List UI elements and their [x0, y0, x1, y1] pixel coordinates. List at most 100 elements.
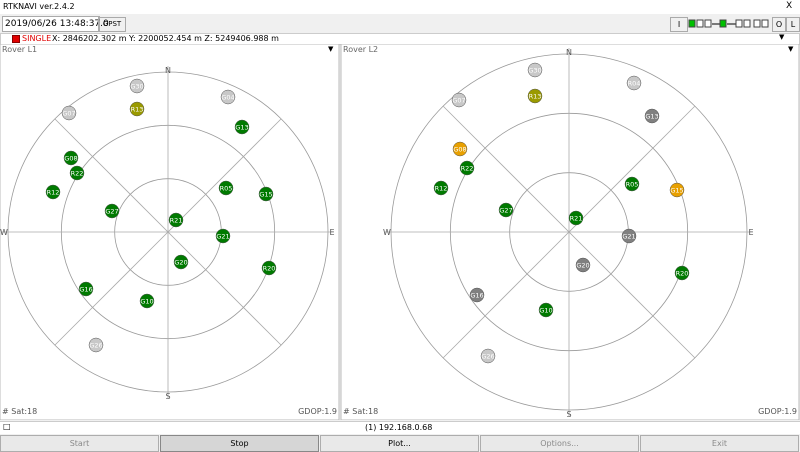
compass-label: S	[165, 392, 170, 401]
satellite-id: G15	[670, 187, 683, 195]
satellite-id: G13	[645, 113, 658, 121]
satellite	[168, 212, 184, 228]
azimuth-line	[442, 105, 696, 359]
time-display: 2019/06/26 13:48:37.0	[2, 16, 109, 32]
satellite	[451, 92, 467, 108]
solution-position: X: 2846202.302 m Y: 2200052.454 m Z: 524…	[52, 34, 279, 43]
satellite	[624, 176, 640, 192]
satellite	[234, 119, 250, 135]
satellite	[88, 337, 104, 353]
dropdown[interactable]: ▼	[788, 45, 794, 53]
satellite-id: R04	[628, 80, 641, 88]
satellite	[626, 75, 642, 91]
satellite-id: G20	[174, 259, 187, 267]
compass-label: S	[566, 410, 571, 419]
satellite	[644, 108, 660, 124]
time-system-button[interactable]: GPST	[98, 17, 126, 32]
satellite	[674, 265, 690, 281]
compass-label: W	[0, 228, 8, 237]
satellite	[215, 228, 231, 244]
satellite-id: R05	[626, 181, 639, 189]
satellite-id: R20	[263, 265, 276, 273]
skyplots: Rover L1 ▼ N E S W # Sat:18 GDOP:1.9 G30 R13 G04 G0…	[0, 44, 800, 420]
satellite	[575, 257, 591, 273]
satellite-id: R13	[131, 106, 144, 114]
satellite-id: G26	[481, 353, 494, 361]
satellite-id: G07	[452, 97, 465, 105]
button[interactable]: Exit	[640, 435, 799, 452]
panel-title: Rover L1	[2, 45, 37, 54]
satellite	[469, 287, 485, 303]
satellite-id: G16	[79, 286, 92, 294]
button[interactable]: Start	[0, 435, 159, 452]
satellite	[433, 180, 449, 196]
satellite	[220, 89, 236, 105]
satellite	[61, 105, 77, 121]
satellite-id: G27	[105, 208, 118, 216]
satellite-id: G30	[130, 83, 143, 91]
satellite-id: R21	[570, 215, 583, 223]
satellite-id: R20	[676, 270, 689, 278]
satellite-id: G30	[528, 67, 541, 75]
satellite	[669, 182, 685, 198]
satellite-id: G21	[216, 233, 229, 241]
satellite	[261, 260, 277, 276]
satellite-id: G08	[453, 146, 466, 154]
sat-count: # Sat:18	[2, 407, 37, 416]
satellite	[527, 62, 543, 78]
satellite-id: R21	[170, 217, 183, 225]
dropdown[interactable]: ▼	[779, 33, 785, 41]
sat-count: # Sat:18	[343, 407, 378, 416]
satellite-id: G15	[259, 191, 272, 199]
satellite	[69, 165, 85, 181]
status-icon	[12, 35, 20, 43]
satellite	[498, 202, 514, 218]
satellite	[129, 78, 145, 94]
gdop: GDOP:1.9	[298, 407, 337, 416]
satellite	[63, 150, 79, 166]
satellite-id: G16	[470, 292, 483, 300]
compass-label: E	[329, 228, 334, 237]
compass-label: E	[748, 228, 753, 237]
satellite-id: G10	[539, 307, 552, 315]
output-button[interactable]: O	[772, 17, 786, 32]
window-title: RTKNAVI ver.2.4.2	[3, 2, 75, 11]
satellite	[45, 184, 61, 200]
satellite-id: G13	[235, 124, 248, 132]
satellite	[129, 101, 145, 117]
satellite-id: G10	[140, 298, 153, 306]
satellite-id: G26	[89, 342, 102, 350]
satellite	[78, 281, 94, 297]
compass-label: N	[566, 48, 572, 57]
gdop: GDOP:1.9	[758, 407, 797, 416]
button[interactable]: Options...	[480, 435, 639, 452]
status-bar: □ (1) 192.168.0.68	[0, 421, 800, 434]
satellite-id: R22	[71, 170, 84, 178]
satellite-id: G04	[221, 94, 234, 102]
satellite-id: G07	[62, 110, 75, 118]
button[interactable]: Plot...	[320, 435, 479, 452]
satellite	[452, 141, 468, 157]
satellite	[173, 254, 189, 270]
input-button[interactable]: I	[670, 17, 688, 32]
stream-indicator	[688, 19, 769, 28]
status-icon: □	[3, 422, 11, 431]
satellite-id: R22	[461, 165, 474, 173]
satellite	[568, 210, 584, 226]
title-bar: RTKNAVI ver.2.4.2 X	[0, 0, 800, 14]
button[interactable]: Stop	[160, 435, 319, 452]
satellite-id: G08	[64, 155, 77, 163]
dropdown[interactable]: ▼	[328, 45, 334, 53]
log-button[interactable]: L	[786, 17, 800, 32]
satellite	[139, 293, 155, 309]
compass-label: N	[165, 66, 171, 75]
azimuth-line	[54, 118, 282, 346]
panel-title: Rover L2	[343, 45, 378, 54]
satellite	[459, 160, 475, 176]
satellite-id: R12	[47, 189, 60, 197]
close-button[interactable]: X	[786, 1, 793, 11]
satellite-id: G20	[576, 262, 589, 270]
satellite-id: R13	[529, 93, 542, 101]
satellite	[527, 88, 543, 104]
